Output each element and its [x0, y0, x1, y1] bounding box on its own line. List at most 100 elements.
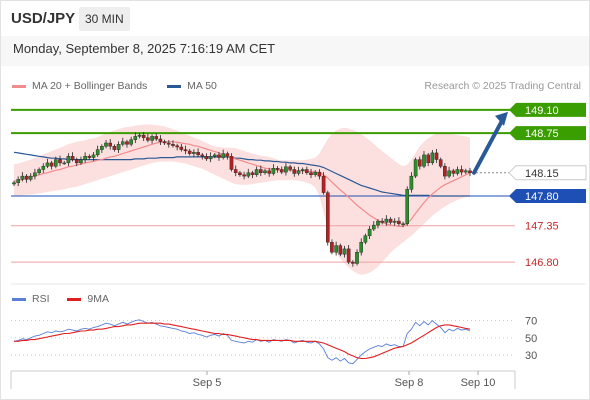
candle: [464, 170, 468, 173]
timeframe-badge[interactable]: 30 MIN: [79, 7, 130, 31]
candle: [317, 171, 322, 177]
chart-header: USD/JPY 30 MIN: [0, 0, 590, 36]
price-legend: MA 20 + Bollinger Bands MA 50: [12, 80, 217, 92]
candle: [405, 189, 410, 224]
level-label-147-35: 147.35: [525, 221, 559, 233]
candle: [447, 170, 451, 177]
candle: [392, 220, 397, 223]
candle: [263, 170, 267, 174]
candle: [279, 169, 284, 173]
candle: [259, 169, 263, 173]
candle: [233, 169, 238, 173]
candle: [438, 159, 443, 167]
projection-arrow-shaft: [472, 116, 505, 175]
candle: [292, 169, 297, 174]
candle: [376, 220, 380, 226]
candle: [313, 171, 318, 175]
candle: [372, 224, 376, 230]
candle: [363, 235, 368, 243]
candle: [91, 154, 96, 158]
candle: [296, 170, 301, 174]
candle: [24, 175, 29, 180]
ma20-swatch: [12, 84, 26, 88]
candle: [129, 139, 133, 145]
candle: [100, 146, 104, 150]
instrument-title: USD/JPY: [11, 10, 76, 27]
candle: [28, 175, 33, 180]
candle: [418, 159, 422, 167]
rsi-tick-label: 30: [525, 350, 537, 362]
candle: [83, 156, 87, 160]
level-label-149-10-tag: [509, 102, 586, 117]
ma9-swatch: [67, 297, 82, 301]
candle: [300, 169, 305, 171]
candle: [359, 242, 364, 253]
candle: [384, 218, 389, 223]
candle: [468, 170, 472, 174]
candle: [326, 192, 330, 243]
candle: [20, 175, 25, 180]
candle: [459, 169, 464, 173]
projection-arrow-head: [495, 111, 508, 126]
candle: [342, 248, 347, 255]
candle: [175, 145, 180, 148]
candle: [54, 159, 58, 167]
candle: [146, 137, 150, 141]
candle: [150, 136, 154, 141]
candle: [108, 142, 112, 147]
ma50-swatch: [167, 84, 182, 88]
candle: [183, 149, 188, 152]
candle: [179, 146, 184, 150]
candle: [70, 156, 75, 160]
x-tick-label: Sep 8: [395, 377, 424, 389]
candle: [162, 141, 167, 144]
candle: [242, 174, 246, 177]
level-label-148-75: 148.75: [525, 128, 559, 140]
candle: [95, 149, 100, 156]
candle: [284, 166, 288, 173]
candle: [37, 169, 41, 173]
candle: [125, 141, 129, 145]
candle: [254, 169, 259, 176]
level-label-148-75-tag: [509, 126, 586, 141]
candle: [309, 172, 313, 176]
candle: [104, 142, 108, 147]
candle: [166, 142, 171, 145]
candle: [217, 154, 221, 158]
level-label-148-15: 148.15: [525, 168, 559, 180]
credit-text: Research © 2025 Trading Central: [424, 80, 581, 92]
candle: [116, 144, 121, 150]
ma9-legend-label: 9MA: [87, 293, 109, 306]
candle: [16, 179, 21, 183]
candle: [154, 136, 159, 140]
candle: [49, 162, 54, 167]
timestamp-bar: Monday, September 8, 2025 7:16:19 AM CET: [0, 36, 590, 66]
candle: [112, 146, 117, 150]
candle: [409, 175, 414, 190]
level-label-149-10: 149.10: [525, 105, 559, 117]
candle: [455, 169, 460, 174]
candle: [87, 156, 92, 158]
candle: [204, 156, 209, 160]
candle: [413, 159, 418, 177]
candle: [62, 162, 66, 165]
candle: [246, 172, 251, 177]
candle: [45, 162, 50, 167]
candle: [192, 152, 196, 154]
ma20-line: [13, 141, 471, 227]
candle: [225, 153, 230, 157]
rsi-legend: RSI 9MA: [12, 293, 109, 305]
candle: [401, 223, 405, 226]
candle: [267, 170, 272, 174]
candle: [305, 169, 309, 173]
ma50-legend-label: MA 50: [187, 80, 217, 93]
candle: [137, 134, 142, 137]
rsi-line: [13, 319, 471, 365]
candle: [380, 220, 384, 223]
candle: [208, 156, 213, 160]
candle: [346, 248, 351, 263]
rsi-tick-label: 50: [525, 333, 537, 345]
candle: [330, 242, 334, 253]
candle: [196, 152, 200, 156]
